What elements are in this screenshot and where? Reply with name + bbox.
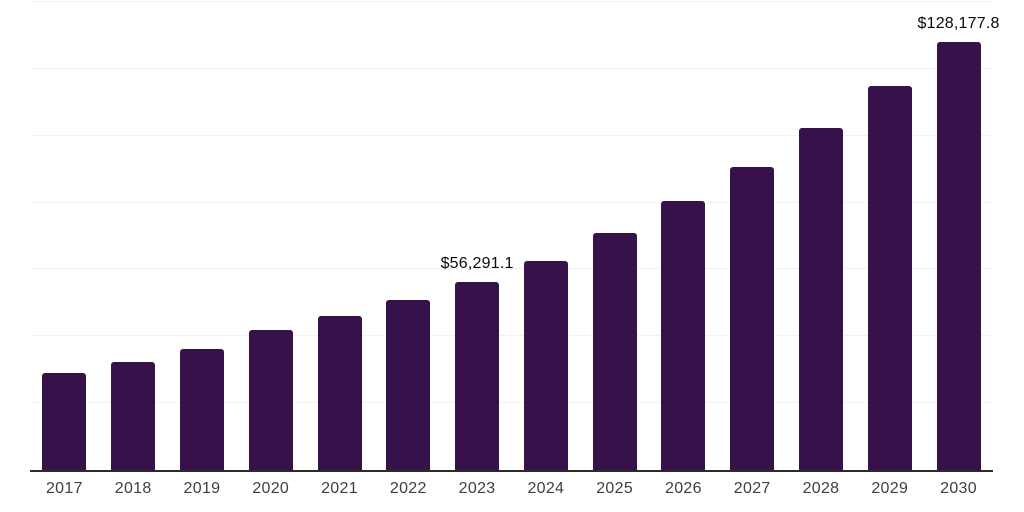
bar-2021 xyxy=(317,315,362,470)
x-tick-2029: 2029 xyxy=(871,480,909,497)
bar-2030 xyxy=(936,41,981,470)
x-tick-2019: 2019 xyxy=(183,480,221,497)
bar-slot-2017 xyxy=(30,2,99,470)
gridline xyxy=(30,134,993,136)
bar-2026 xyxy=(661,201,706,470)
bar-slot-2025 xyxy=(580,2,649,470)
bar-slot-2022 xyxy=(374,2,443,470)
gridline xyxy=(30,201,993,203)
x-tick-2025: 2025 xyxy=(596,480,634,497)
bar-slot-2030: $128,177.8 xyxy=(918,2,999,470)
bar-slot-2027 xyxy=(718,2,787,470)
bar-2024 xyxy=(523,260,568,470)
x-axis: 2017 2018 2019 2020 2021 2022 2023 2024 2025 2026… xyxy=(30,480,993,498)
x-tick-2028: 2028 xyxy=(802,480,840,497)
x-axis-line xyxy=(30,470,993,472)
x-tick-2026: 2026 xyxy=(665,480,702,497)
bars-row: $56,291.1 $128,177.8 xyxy=(30,2,999,470)
x-tick-2027: 2027 xyxy=(733,480,771,497)
x-tick-2020: 2020 xyxy=(252,480,290,497)
gridline xyxy=(30,335,993,337)
x-tick-2024: 2024 xyxy=(527,480,565,497)
bar-value-label-2023: $56,291.1 xyxy=(440,254,514,272)
bar-slot-2020 xyxy=(236,2,305,470)
bar-2020 xyxy=(248,329,293,470)
bar-slot-2024 xyxy=(511,2,580,470)
gridline xyxy=(30,67,993,69)
bar-2022 xyxy=(386,299,431,470)
x-tick-2021: 2021 xyxy=(321,480,358,497)
bar-slot-2021 xyxy=(305,2,374,470)
bar-2018 xyxy=(111,362,156,470)
bar-slot-2023: $56,291.1 xyxy=(440,2,514,470)
x-tick-2022: 2022 xyxy=(389,480,427,497)
gridline xyxy=(30,268,993,270)
bar-2027 xyxy=(730,167,775,470)
bar-slot-2026 xyxy=(649,2,718,470)
bar-slot-2019 xyxy=(168,2,237,470)
bar-slot-2028 xyxy=(787,2,856,470)
bar-2028 xyxy=(798,127,843,470)
x-tick-2018: 2018 xyxy=(114,480,152,497)
plot-area: $56,291.1 $128,177.8 xyxy=(30,1,999,472)
x-tick-2030: 2030 xyxy=(940,480,977,497)
bar-2029 xyxy=(867,85,912,470)
bar-2017 xyxy=(42,372,87,470)
x-tick-2023: 2023 xyxy=(458,480,496,497)
bar-2019 xyxy=(179,349,224,470)
bar-2023 xyxy=(455,281,500,470)
gridline xyxy=(30,1,993,2)
bar-slot-2018 xyxy=(99,2,168,470)
gridline xyxy=(30,402,993,404)
bar-slot-2029 xyxy=(855,2,924,470)
bar-2025 xyxy=(592,233,637,470)
x-tick-2017: 2017 xyxy=(45,480,83,497)
bar-value-label-2030: $128,177.8 xyxy=(917,14,1000,32)
